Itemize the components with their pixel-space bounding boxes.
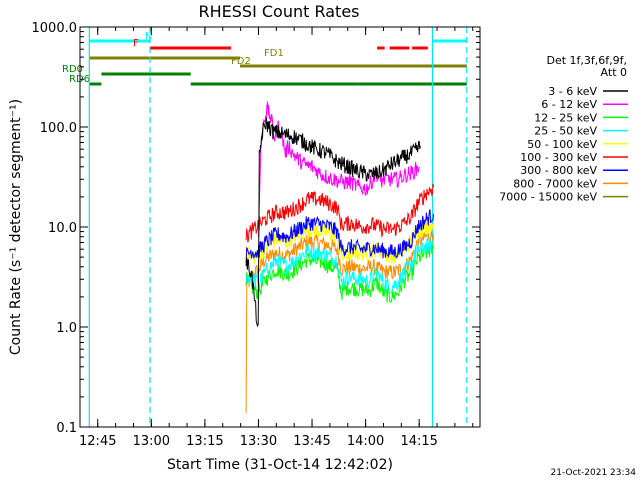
chart-title: RHESSI Count Rates xyxy=(199,2,360,21)
flag-label-fd2: FD2 xyxy=(231,56,251,67)
legend-header: Det 1f,3f,6f,9f, xyxy=(546,54,627,67)
series-line xyxy=(258,101,420,238)
series-line xyxy=(245,229,435,414)
flag-label-f: F xyxy=(133,38,139,49)
legend-entry-label: 3 - 6 keV xyxy=(548,85,597,98)
legend-entry-label: 50 - 100 keV xyxy=(527,138,597,151)
legend-entry-label: 6 - 12 keV xyxy=(541,98,597,111)
series-line xyxy=(245,209,435,263)
legend-header: Att 0 xyxy=(601,66,627,79)
x-axis-label: Start Time (31-Oct-14 12:42:02) xyxy=(167,457,393,473)
legend-entry-label: 300 - 800 keV xyxy=(520,164,597,177)
legend-entry-label: 7000 - 15000 keV xyxy=(499,191,597,204)
footer-date: 21-Oct-2021 23:34 xyxy=(551,468,637,478)
x-tick-label: 13:45 xyxy=(293,434,330,449)
vertical-markers xyxy=(88,27,468,427)
series-line xyxy=(245,117,421,328)
y-tick-label: 1.0 xyxy=(56,321,77,336)
flag-label-rd0: RD0 xyxy=(62,64,83,75)
x-tick-label: 14:15 xyxy=(400,434,437,449)
legend-entry-label: 25 - 50 keV xyxy=(534,125,597,138)
y-ticks: 0.1 1.0 10.0 100.0 1000.0 xyxy=(32,21,480,436)
x-tick-label: 13:00 xyxy=(133,434,170,449)
flag-label-fd1: FD1 xyxy=(264,48,284,59)
legend-entry-label: 800 - 7000 keV xyxy=(513,177,597,190)
x-tick-label: 13:15 xyxy=(186,434,223,449)
legend-entry-label: 12 - 25 keV xyxy=(534,111,597,124)
y-axis-label: Count Rate (s⁻¹ detector segment⁻¹) xyxy=(8,99,24,355)
y-tick-label: 100.0 xyxy=(40,121,77,136)
x-ticks: 12:45 13:00 13:15 13:30 13:45 14:00 14:15 xyxy=(79,27,474,449)
y-tick-label: 0.1 xyxy=(56,421,77,436)
y-tick-label: 10.0 xyxy=(48,221,77,236)
series-line xyxy=(245,183,435,243)
series-line xyxy=(245,237,435,296)
y-tick-label: 1000.0 xyxy=(32,21,78,36)
x-tick-label: 14:00 xyxy=(347,434,384,449)
flag-label-n: N xyxy=(145,31,152,42)
series-lines xyxy=(245,101,435,414)
x-tick-label: 13:30 xyxy=(240,434,277,449)
x-tick-label: 12:45 xyxy=(79,434,116,449)
legend-entry-label: 100 - 300 keV xyxy=(520,151,597,164)
